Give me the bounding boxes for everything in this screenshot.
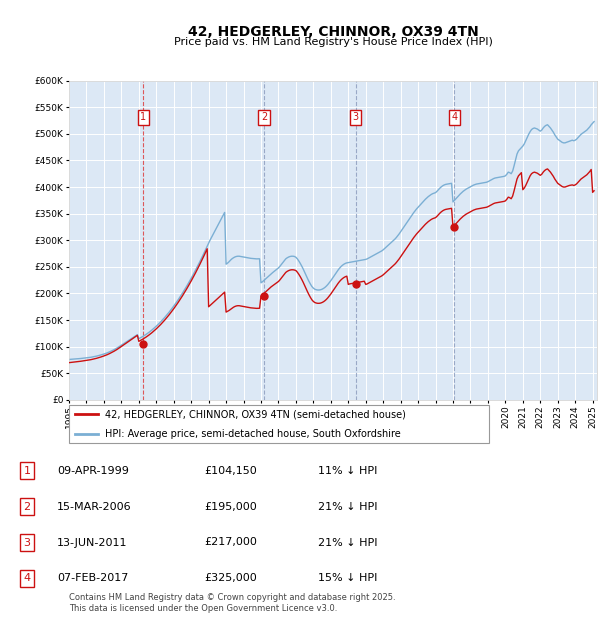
FancyBboxPatch shape xyxy=(69,405,489,443)
Text: 09-APR-1999: 09-APR-1999 xyxy=(57,466,129,476)
Text: 11% ↓ HPI: 11% ↓ HPI xyxy=(318,466,377,476)
Text: 1: 1 xyxy=(23,466,31,476)
Text: 15% ↓ HPI: 15% ↓ HPI xyxy=(318,574,377,583)
Text: 21% ↓ HPI: 21% ↓ HPI xyxy=(318,538,377,547)
Text: £104,150: £104,150 xyxy=(204,466,257,476)
Text: 07-FEB-2017: 07-FEB-2017 xyxy=(57,574,128,583)
Text: 3: 3 xyxy=(353,112,359,122)
Text: 4: 4 xyxy=(23,574,31,583)
Text: 21% ↓ HPI: 21% ↓ HPI xyxy=(318,502,377,512)
Text: 4: 4 xyxy=(451,112,457,122)
Text: HPI: Average price, semi-detached house, South Oxfordshire: HPI: Average price, semi-detached house,… xyxy=(104,428,400,439)
Text: Contains HM Land Registry data © Crown copyright and database right 2025.
This d: Contains HM Land Registry data © Crown c… xyxy=(69,593,395,613)
Text: 1: 1 xyxy=(140,112,146,122)
Text: 15-MAR-2006: 15-MAR-2006 xyxy=(57,502,131,512)
Text: £325,000: £325,000 xyxy=(204,574,257,583)
Text: 13-JUN-2011: 13-JUN-2011 xyxy=(57,538,128,547)
Text: £217,000: £217,000 xyxy=(204,538,257,547)
Text: 42, HEDGERLEY, CHINNOR, OX39 4TN (semi-detached house): 42, HEDGERLEY, CHINNOR, OX39 4TN (semi-d… xyxy=(104,409,406,420)
Text: 3: 3 xyxy=(23,538,31,547)
Text: £195,000: £195,000 xyxy=(204,502,257,512)
Text: 42, HEDGERLEY, CHINNOR, OX39 4TN: 42, HEDGERLEY, CHINNOR, OX39 4TN xyxy=(188,25,478,39)
Text: 2: 2 xyxy=(261,112,267,122)
Text: Price paid vs. HM Land Registry's House Price Index (HPI): Price paid vs. HM Land Registry's House … xyxy=(173,37,493,47)
Text: 2: 2 xyxy=(23,502,31,512)
